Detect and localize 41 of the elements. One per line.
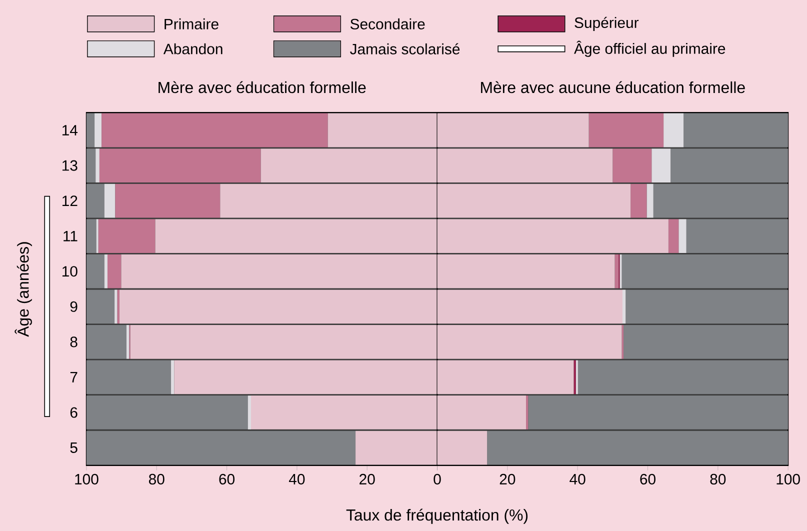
y-tick-label: 6 xyxy=(70,407,78,418)
x-tick-label: 100 xyxy=(75,474,98,484)
x-tick-label: 60 xyxy=(640,474,656,484)
y-tick-label: 9 xyxy=(70,301,78,312)
x-tick-label: 80 xyxy=(148,474,164,484)
y-tick-label: 11 xyxy=(64,230,78,242)
bar xyxy=(622,290,626,324)
legend-label: Jamais scolarisé xyxy=(350,43,460,54)
x-tick-label: 20 xyxy=(360,474,375,484)
chart-title: Mère avec éducation formelle xyxy=(158,81,366,94)
bar xyxy=(668,219,679,253)
bar xyxy=(104,254,108,288)
legend-label: Secondaire xyxy=(350,18,425,30)
x-tick-label: 60 xyxy=(219,474,235,484)
legend-label: Abandon xyxy=(163,43,222,54)
bar xyxy=(614,254,619,288)
y-tick-label: 10 xyxy=(62,266,78,277)
bar xyxy=(678,219,686,253)
y-axis-title: Âge (années) xyxy=(14,242,32,337)
x-axis-title: Taux de fréquentation (%) xyxy=(346,508,528,524)
x-tick-label: 20 xyxy=(500,474,516,484)
text: Âge officiel au primaire xyxy=(574,40,726,57)
bar xyxy=(171,360,174,394)
legend-label: Supérieur xyxy=(574,16,639,31)
x-tick-label: 0 xyxy=(434,474,441,484)
y-tick-label: 5 xyxy=(70,442,78,453)
x-tick-label: 40 xyxy=(288,474,305,484)
y-tick-label: 8 xyxy=(70,336,78,348)
bar xyxy=(104,184,116,218)
bar xyxy=(248,395,251,430)
x-tick-label: 40 xyxy=(570,474,586,484)
legend-label: Primaire xyxy=(164,18,218,30)
x-tick-label: 80 xyxy=(710,474,726,484)
chart-title: Mère avec aucune éducation formelle xyxy=(481,81,745,94)
y-tick-label: 14 xyxy=(62,125,78,136)
y-tick-label: 7 xyxy=(70,372,78,382)
y-tick-label: 13 xyxy=(62,160,78,171)
bar xyxy=(126,324,130,359)
x-tick-label: 100 xyxy=(776,474,800,484)
y-tick-label: 12 xyxy=(62,196,78,206)
bar xyxy=(114,290,118,324)
